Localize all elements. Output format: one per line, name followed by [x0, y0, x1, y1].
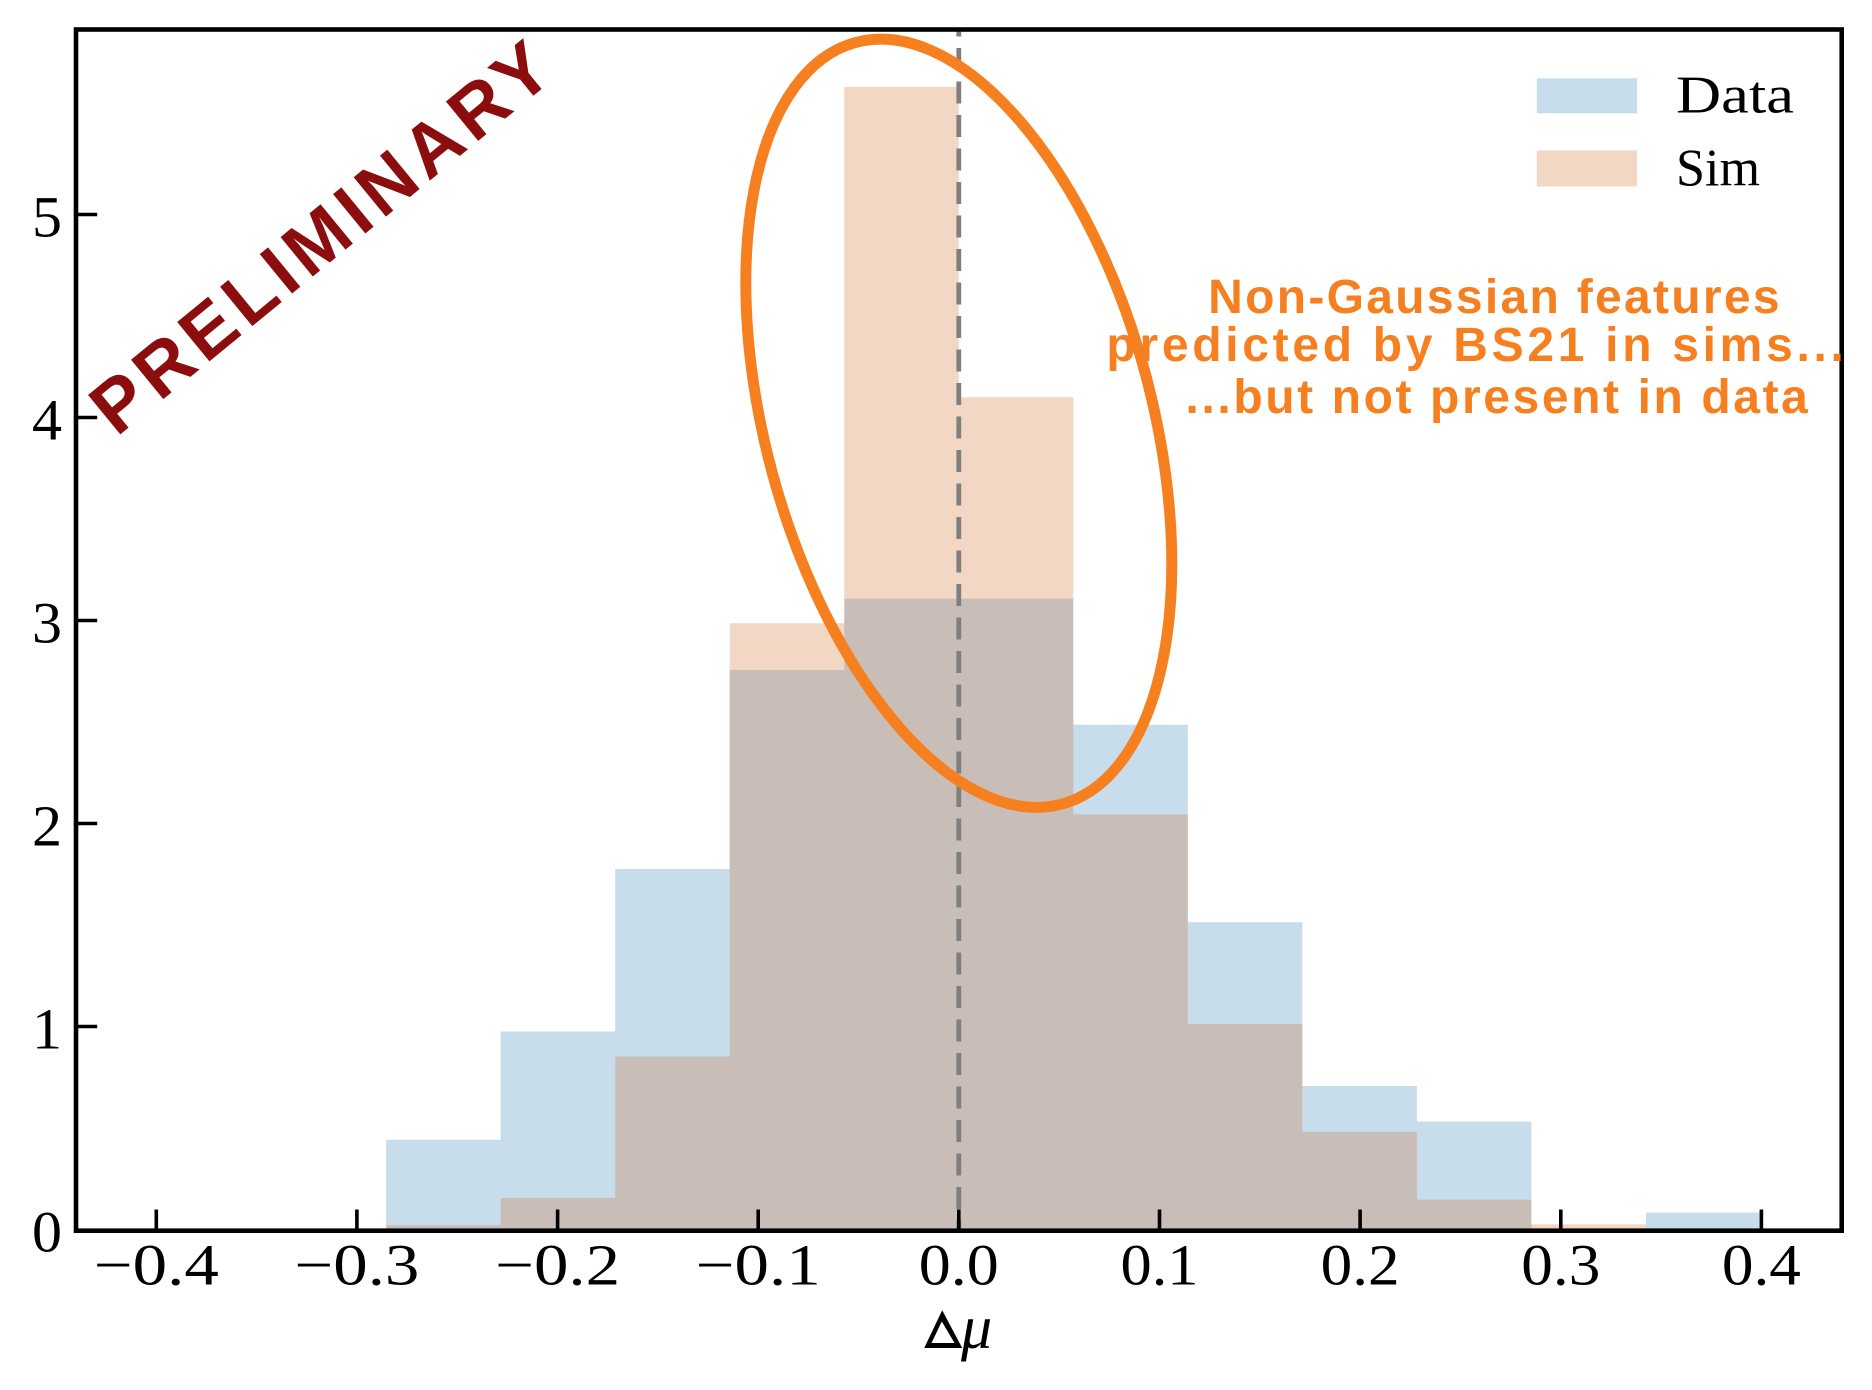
- svg-text:predicted by BS21 in sims...: predicted by BS21 in sims...: [1106, 319, 1847, 372]
- svg-text:0.4: 0.4: [1722, 1233, 1801, 1298]
- svg-text:−0.1: −0.1: [696, 1233, 821, 1298]
- svg-text:5: 5: [32, 184, 62, 249]
- svg-text:−0.4: −0.4: [94, 1233, 219, 1298]
- svg-text:0.2: 0.2: [1321, 1233, 1400, 1298]
- svg-text:−0.2: −0.2: [495, 1233, 620, 1298]
- svg-text:3: 3: [32, 590, 62, 655]
- svg-text:0.0: 0.0: [919, 1233, 999, 1298]
- svg-text:1: 1: [32, 996, 62, 1061]
- svg-text:Non-Gaussian features: Non-Gaussian features: [1208, 271, 1782, 324]
- svg-text:4: 4: [32, 387, 62, 452]
- svg-text:2: 2: [32, 793, 62, 858]
- svg-text:μ: μ: [960, 1294, 992, 1362]
- svg-text:Data: Data: [1676, 67, 1794, 125]
- svg-text:−0.3: −0.3: [294, 1233, 419, 1298]
- svg-text:0.1: 0.1: [1121, 1233, 1199, 1298]
- svg-text:0.3: 0.3: [1521, 1233, 1600, 1298]
- svg-text:...but not present in data: ...but not present in data: [1186, 371, 1811, 424]
- svg-text:0: 0: [32, 1199, 62, 1264]
- svg-text:Sim: Sim: [1676, 139, 1760, 197]
